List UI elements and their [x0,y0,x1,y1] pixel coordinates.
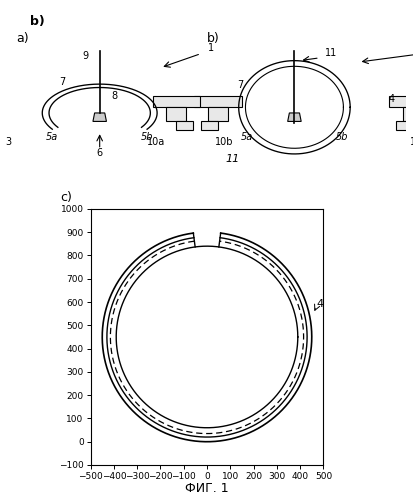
Polygon shape [176,122,192,130]
Text: 4: 4 [316,298,323,308]
Text: 10a: 10a [147,136,165,146]
Polygon shape [93,113,106,122]
Text: 8: 8 [111,91,117,101]
Polygon shape [152,96,199,108]
Text: 5b: 5b [335,132,347,141]
Text: 1: 1 [207,43,214,53]
Text: 10b: 10b [215,136,233,146]
Text: c): c) [60,191,72,204]
Text: 9: 9 [83,51,89,61]
Polygon shape [166,108,186,122]
Polygon shape [207,108,228,122]
Text: a): a) [16,32,29,44]
Text: 5b: 5b [140,132,153,141]
Polygon shape [0,96,5,108]
Text: 11: 11 [225,154,239,164]
Text: b): b) [30,15,45,28]
Text: 7: 7 [59,76,65,86]
Text: 7: 7 [236,80,243,90]
Polygon shape [287,113,301,122]
Polygon shape [401,108,413,122]
Polygon shape [194,96,241,108]
Text: b): b) [206,32,219,44]
Text: 5a: 5a [46,132,58,141]
Text: ФИГ. 1: ФИГ. 1 [185,482,228,495]
Polygon shape [201,122,217,130]
Text: 10b: 10b [409,136,413,146]
Polygon shape [388,96,413,108]
Polygon shape [395,122,412,130]
Text: 5a: 5a [240,132,253,141]
Text: 11: 11 [324,48,336,58]
Text: 6: 6 [96,148,102,158]
Text: 3: 3 [5,136,12,146]
Text: 4: 4 [388,94,394,104]
